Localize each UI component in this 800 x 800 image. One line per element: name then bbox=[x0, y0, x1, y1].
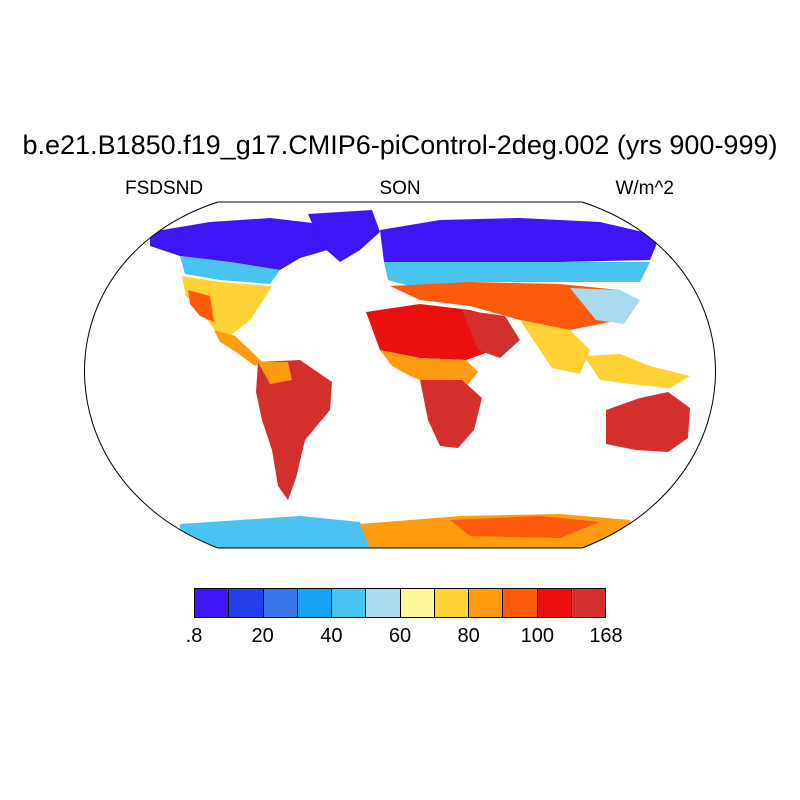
colorbar-swatch bbox=[400, 589, 435, 617]
north-america-temperate bbox=[182, 276, 272, 336]
colorbar-swatch bbox=[434, 589, 469, 617]
east-asia bbox=[570, 288, 640, 324]
colorbar-tick-label: 60 bbox=[388, 625, 412, 647]
eurasia-south bbox=[390, 282, 620, 330]
antarctica-core bbox=[450, 516, 600, 538]
north-america-land bbox=[150, 218, 345, 270]
colorbar bbox=[194, 588, 606, 618]
eurasia-north bbox=[380, 218, 660, 268]
colorbar-tick-label: 20 bbox=[251, 625, 274, 647]
arabia bbox=[462, 310, 520, 358]
colorbar-tick-label: .8 bbox=[185, 625, 203, 647]
colorbar-tick-label: 100 bbox=[520, 625, 555, 647]
north-america-subarctic bbox=[180, 256, 280, 284]
colorbar-swatch bbox=[537, 589, 572, 617]
plot-title: b.e21.B1850.f19_g17.CMIP6-piControl-2deg… bbox=[22, 130, 778, 160]
antarctica-west bbox=[180, 516, 370, 548]
colorbar-tick-label: 80 bbox=[457, 625, 480, 647]
southern-africa bbox=[420, 380, 482, 448]
greenland bbox=[308, 210, 380, 262]
south-america-land bbox=[256, 360, 332, 500]
colorbar-swatch bbox=[571, 589, 605, 617]
eurasia-mid bbox=[384, 262, 650, 286]
map-boundary bbox=[84, 201, 716, 549]
variable-label: FSDSND bbox=[125, 178, 204, 199]
colorbar-swatch bbox=[229, 589, 264, 617]
australia bbox=[606, 392, 690, 452]
colorbar-swatch bbox=[503, 589, 538, 617]
colorbar-swatch bbox=[469, 589, 504, 617]
colorbar-swatch bbox=[366, 589, 401, 617]
season-label: SON bbox=[379, 178, 421, 199]
north-america-west-hot bbox=[188, 290, 214, 322]
colorbar-swatch bbox=[332, 589, 367, 617]
colorbar-tick-label: 168 bbox=[589, 625, 623, 647]
south-america-north bbox=[258, 362, 292, 384]
colorbar-swatch bbox=[195, 589, 230, 617]
south-asia bbox=[520, 320, 590, 374]
colorbar-swatch bbox=[297, 589, 332, 617]
units-label: W/m^2 bbox=[615, 178, 674, 199]
central-america bbox=[214, 330, 262, 366]
colorbar-tick-label: 40 bbox=[320, 625, 343, 647]
colorbar-swatch bbox=[263, 589, 298, 617]
southeast-asia bbox=[584, 354, 690, 388]
